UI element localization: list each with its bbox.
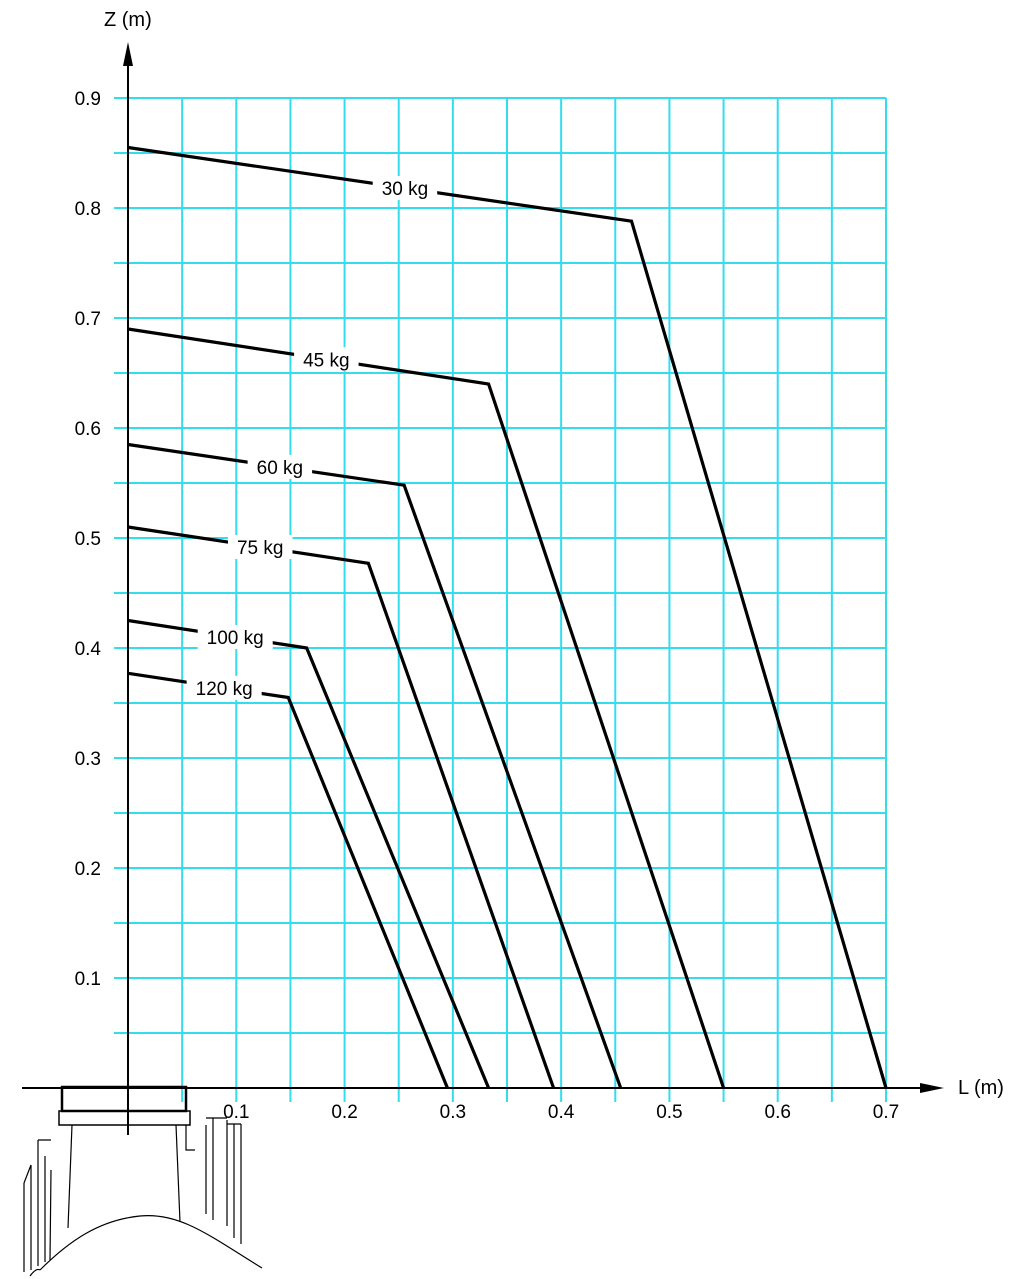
y-tick-label: 0.8 — [75, 199, 101, 220]
x-axis-arrow — [920, 1083, 944, 1093]
series-label: 45 kg — [303, 350, 349, 371]
y-axis-arrow — [123, 42, 133, 66]
series-label: 100 kg — [207, 628, 264, 649]
series-line — [127, 618, 491, 1089]
series-line — [127, 525, 556, 1089]
mounting-flange-illustration — [23, 1085, 263, 1277]
x-tick-label: 0.2 — [331, 1102, 357, 1123]
y-tick-label: 0.1 — [75, 969, 101, 990]
series-layer — [127, 145, 888, 1089]
y-tick-label: 0.9 — [75, 89, 101, 110]
x-tick-label: 0.6 — [765, 1102, 791, 1123]
series-labels: 30 kg 45 kg 60 kg 75 kg 100 kg 120 kg — [186, 176, 438, 700]
series-line — [127, 671, 449, 1089]
series-line — [127, 327, 726, 1089]
x-tick-label: 0.4 — [548, 1102, 575, 1123]
series-label-background — [294, 347, 359, 372]
series-label-background — [227, 534, 293, 559]
y-axis-title: Z (m) — [104, 9, 152, 31]
series-label: 60 kg — [257, 458, 303, 479]
y-tick-label: 0.3 — [75, 749, 101, 770]
series-label-background — [247, 454, 313, 479]
y-tick-label: 0.2 — [75, 859, 101, 880]
grid — [114, 97, 887, 1102]
x-tick-label: 0.3 — [440, 1102, 466, 1123]
y-tick-label: 0.7 — [75, 309, 101, 330]
series-line — [127, 145, 888, 1089]
y-tick-label: 0.5 — [75, 529, 101, 550]
y-tick-label: 0.4 — [75, 639, 102, 660]
series-line — [127, 442, 623, 1089]
x-axis-title: L (m) — [958, 1077, 1004, 1099]
series-label: 120 kg — [196, 679, 253, 700]
x-tick-label: 0.5 — [656, 1102, 682, 1123]
y-tick-label: 0.6 — [75, 419, 101, 440]
series-label-background — [186, 675, 262, 700]
series-label: 75 kg — [237, 538, 283, 559]
series-label-background — [372, 176, 438, 201]
series-label-background — [197, 625, 273, 649]
series-label: 30 kg — [382, 179, 428, 200]
axes: 0.1 0.2 0.3 0.4 0.5 0.6 0.7 0.1 0.2 0.3 0.4 0.5 0.6 0… — [22, 42, 944, 1135]
x-tick-label: 0.7 — [873, 1102, 899, 1123]
x-tick-label: 0.1 — [223, 1102, 249, 1123]
